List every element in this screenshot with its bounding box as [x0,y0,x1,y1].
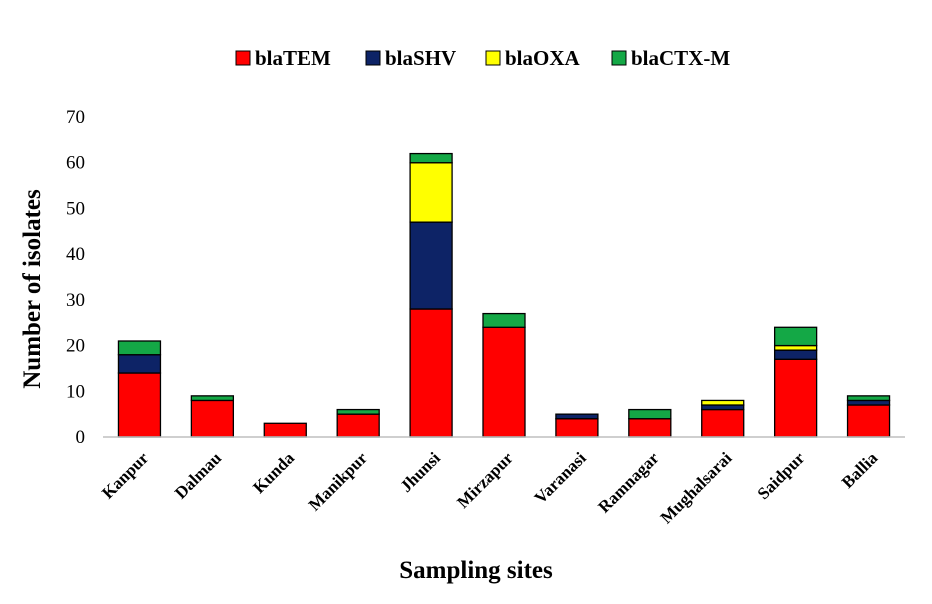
x-tick-label: Ballia [838,448,882,492]
x-tick-label: Ramnagar [594,448,663,517]
bar-segment-blashv [846,399,891,406]
y-tick-label: 60 [66,153,85,174]
x-tick-label: Kunda [249,448,298,497]
legend-swatch [485,50,501,66]
bar-segment-blashv [701,404,745,411]
bar-segment-blatem [555,418,599,438]
x-tick-label: Manikpur [305,448,372,515]
bar-segment-blashv [409,221,453,310]
y-axis-ticks: 0 10 20 30 40 50 60 70 [66,107,85,448]
bars [117,152,891,438]
x-axis-labels: Kanpur Dalmau Kunda Manikpur Jhunsi Mirzapur V… [98,448,882,527]
bar-segment-blatem [846,404,891,438]
x-tick-label: Dalmau [171,448,225,502]
bar-segment-blatem [190,399,235,438]
bar-segment-blaoxa [701,399,745,406]
legend-label: blaCTX-M [631,46,730,70]
x-tick-label: Mughalsarai [657,448,736,527]
bar-segment-blaoxa [773,344,818,351]
bar-segment-blactx-m [190,395,235,402]
bar-segment-blatem [117,372,162,438]
bar-segment-blatem [409,308,453,438]
legend-label: blaTEM [255,46,331,70]
legend-label: blaOXA [505,46,581,70]
legend-swatch [611,50,627,66]
x-axis-title: Sampling sites [399,557,553,584]
y-tick-label: 0 [76,427,86,448]
y-tick-label: 10 [66,381,85,402]
legend-swatch [235,50,251,66]
x-tick-label: Varanasi [531,448,590,507]
bar-segment-blashv [555,413,599,420]
bar-segment-blactx-m [336,408,380,415]
bar-segment-blatem [628,418,672,438]
x-tick-label: Saidpur [754,448,809,503]
bar-segment-blashv [773,349,818,360]
y-tick-label: 70 [66,107,85,128]
bar-segment-blatem [336,413,380,438]
bar-segment-blactx-m [482,312,526,328]
bar-segment-blactx-m [409,152,453,164]
bar-segment-blactx-m [628,408,672,420]
y-tick-label: 40 [66,244,85,265]
bar-segment-blatem [263,422,307,438]
bar-segment-blashv [117,354,162,374]
y-tick-label: 50 [66,198,85,219]
bar-segment-blaoxa [409,162,453,223]
bar-segment-blactx-m [846,395,891,402]
legend-swatch [365,50,381,66]
bar-segment-blatem [701,408,745,438]
bar-segment-blatem [482,326,526,438]
bar-segment-blatem [773,358,818,438]
bar-segment-blactx-m [117,340,162,356]
x-tick-label: Mirzapur [453,448,517,512]
y-axis-title: Number of isolates [19,189,46,389]
bar-segment-blactx-m [773,326,818,347]
x-tick-label: Kanpur [98,448,153,503]
x-tick-label: Jhunsi [396,448,444,496]
legend: blaTEM blaSHV blaOXA blaCTX-M [235,46,730,70]
legend-label: blaSHV [385,46,456,70]
y-tick-label: 30 [66,290,85,311]
y-tick-label: 20 [66,336,85,357]
